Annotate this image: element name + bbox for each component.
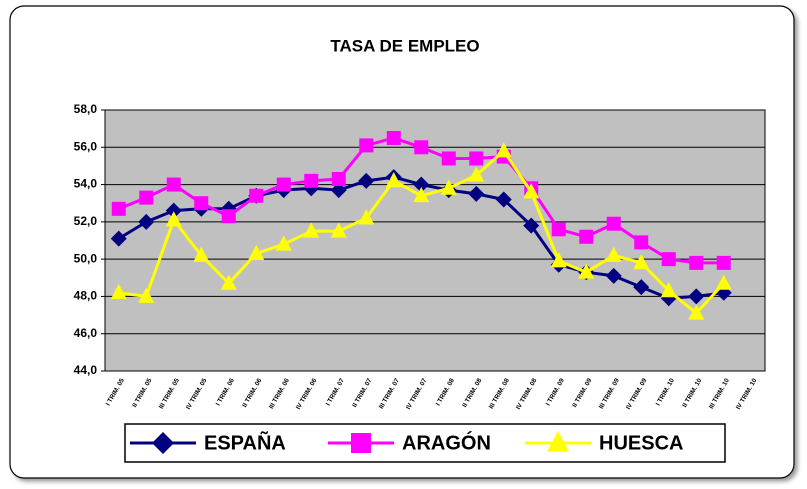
marker xyxy=(715,274,732,290)
marker xyxy=(165,202,182,219)
marker xyxy=(303,222,320,238)
marker xyxy=(111,201,126,216)
y-tick-label: 46,0 xyxy=(74,326,98,340)
legend xyxy=(124,423,726,463)
y-tick-label: 48,0 xyxy=(74,289,98,303)
marker xyxy=(358,172,375,189)
marker xyxy=(138,213,155,230)
marker xyxy=(193,246,210,262)
legend-label: HUESCA xyxy=(599,432,683,454)
y-tick-label: 54,0 xyxy=(74,177,98,191)
marker xyxy=(110,230,127,247)
marker xyxy=(165,211,182,227)
marker xyxy=(414,140,429,155)
marker xyxy=(385,172,402,188)
marker xyxy=(194,196,209,211)
marker xyxy=(221,209,236,224)
marker xyxy=(551,222,566,237)
marker xyxy=(440,179,457,195)
marker xyxy=(633,279,650,296)
y-tick-label: 50,0 xyxy=(74,251,98,265)
marker xyxy=(495,142,512,158)
marker xyxy=(248,244,265,260)
legend-label: ESPAÑA xyxy=(204,431,286,454)
marker xyxy=(275,235,292,251)
legend-label: ARAGÓN xyxy=(402,430,491,454)
marker xyxy=(468,166,485,182)
marker xyxy=(579,229,594,244)
marker xyxy=(550,252,567,268)
marker xyxy=(661,252,676,267)
legend-marker xyxy=(547,430,569,452)
marker xyxy=(633,254,650,270)
marker xyxy=(139,190,154,205)
marker xyxy=(276,177,291,192)
y-tick-label: 58,0 xyxy=(74,102,98,116)
y-tick-label: 44,0 xyxy=(74,363,98,377)
marker xyxy=(495,191,512,208)
legend-marker xyxy=(152,432,174,454)
marker xyxy=(220,274,237,290)
marker xyxy=(468,185,485,202)
marker xyxy=(441,151,456,166)
marker xyxy=(578,263,595,279)
marker xyxy=(110,283,127,300)
marker xyxy=(660,282,677,298)
marker xyxy=(249,188,264,203)
marker xyxy=(634,235,649,250)
marker xyxy=(716,255,731,270)
marker xyxy=(386,130,401,145)
y-tick-label: 52,0 xyxy=(74,214,98,228)
marker xyxy=(138,287,155,303)
marker xyxy=(166,177,181,192)
marker xyxy=(331,171,346,186)
plot-area xyxy=(104,109,766,372)
marker xyxy=(606,216,621,231)
marker xyxy=(358,209,375,225)
chart-title: TASA DE EMPLEO xyxy=(330,36,479,55)
y-tick-label: 56,0 xyxy=(74,139,98,153)
marker xyxy=(523,183,540,199)
marker xyxy=(413,186,430,203)
marker xyxy=(330,182,347,199)
marker xyxy=(304,173,319,188)
marker xyxy=(469,151,484,166)
marker xyxy=(688,304,705,320)
marker xyxy=(523,217,540,234)
marker xyxy=(359,138,374,153)
marker xyxy=(689,255,704,270)
marker xyxy=(688,288,705,305)
marker xyxy=(605,267,622,284)
legend-marker xyxy=(351,433,371,453)
marker xyxy=(413,176,430,193)
marker xyxy=(605,246,622,262)
marker xyxy=(330,222,347,238)
